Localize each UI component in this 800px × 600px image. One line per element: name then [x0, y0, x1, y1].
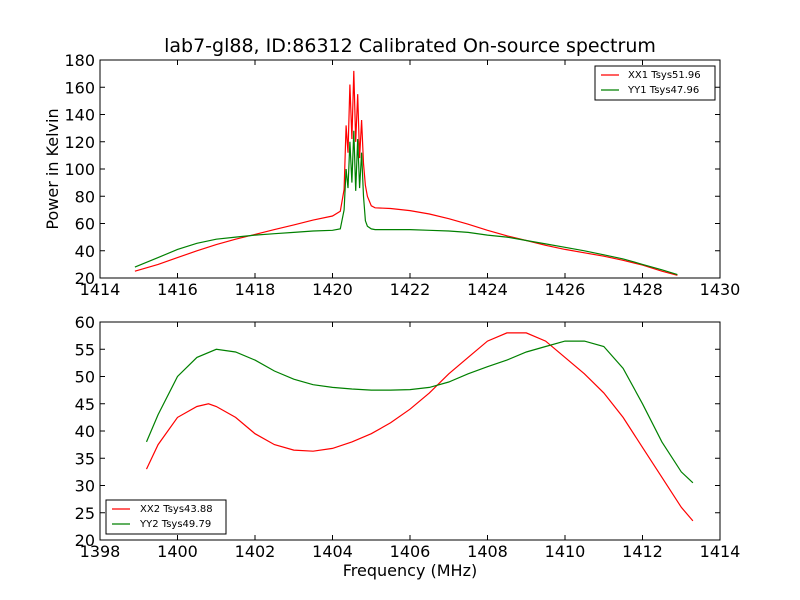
bottom-x-tick-label: 1410	[545, 542, 586, 561]
bottom-x-tick-label: 1404	[312, 542, 353, 561]
bottom-y-tick-label: 60	[75, 313, 95, 332]
bottom-x-ticks: 1398 1400 1402 1404 1406 1408 1410 1412 1414	[80, 322, 741, 561]
top-y-tick-label: 120	[64, 133, 95, 152]
bottom-y-tick-label: 35	[75, 449, 95, 468]
bottom-series-line-2	[145, 340, 694, 484]
top-x-tick-label: 1416	[157, 280, 198, 299]
bottom-y-tick-label: 25	[75, 504, 95, 523]
y-axis-label: Power in Kelvin	[43, 108, 62, 229]
bottom-y-tick-label: 45	[75, 395, 95, 414]
bottom-x-tick-label: 1398	[80, 542, 121, 561]
bottom-x-tick-label: 1400	[157, 542, 198, 561]
top-x-tick-label: 1428	[622, 280, 663, 299]
bottom-legend-label-1: XX2 Tsys43.88	[140, 504, 213, 515]
top-x-tick-label: 1420	[312, 280, 353, 299]
bottom-legend-box	[105, 499, 227, 535]
top-y-tick-label: 60	[75, 215, 95, 234]
bottom-y-tick-label: 30	[75, 477, 95, 496]
bottom-x-tick-label: 1412	[622, 542, 663, 561]
bottom-x-tick-label: 1408	[467, 542, 508, 561]
top-y-tick-label: 20	[75, 269, 95, 288]
bottom-series-layer	[145, 332, 694, 522]
top-series-layer	[134, 70, 678, 276]
top-legend-label-1: XX1 Tsys51.96	[628, 70, 701, 81]
top-y-ticks: 20 40 60 80 100 120 140 160 180	[64, 51, 720, 288]
bottom-legend-label-2: YY2 Tsys49.79	[139, 519, 211, 530]
top-plot-panel: 1414 1416 1418 1420 1422 1424 1426 1428 1430 20 4…	[64, 51, 740, 299]
top-x-tick-label: 1424	[467, 280, 508, 299]
bottom-series-line-1	[145, 332, 694, 522]
top-x-tick-label: 1430	[700, 280, 741, 299]
bottom-plot-panel: 1398 1400 1402 1404 1406 1408 1410 1412 1414 202…	[75, 313, 741, 561]
bottom-y-tick-label: 40	[75, 422, 95, 441]
top-y-tick-label: 100	[64, 160, 95, 179]
top-x-tick-label: 1422	[390, 280, 431, 299]
x-axis-label: Frequency (MHz)	[343, 561, 477, 580]
top-x-tick-label: 1426	[545, 280, 586, 299]
bottom-y-tick-label: 20	[75, 531, 95, 550]
bottom-y-tick-label: 55	[75, 340, 95, 359]
bottom-legend: XX2 Tsys43.88 YY2 Tsys49.79	[105, 499, 227, 535]
bottom-x-tick-label: 1414	[700, 542, 741, 561]
top-x-tick-label: 1418	[235, 280, 276, 299]
top-legend: XX1 Tsys51.96 YY1 Tsys47.96	[594, 65, 716, 101]
top-series-line-1	[134, 70, 678, 276]
top-y-tick-label: 80	[75, 187, 95, 206]
bottom-y-ticks: 20 25 30 35 40 45 50 55 60	[75, 313, 720, 550]
top-y-tick-label: 40	[75, 242, 95, 261]
top-legend-box	[594, 65, 716, 101]
bottom-x-tick-label: 1402	[235, 542, 276, 561]
top-legend-label-2: YY1 Tsys47.96	[627, 85, 699, 96]
chart-title: lab7-gl88, ID:86312 Calibrated On-source…	[164, 35, 656, 57]
top-y-tick-label: 160	[64, 78, 95, 97]
top-y-tick-label: 180	[64, 51, 95, 70]
bottom-x-tick-label: 1406	[390, 542, 431, 561]
top-x-ticks: 1414 1416 1418 1420 1422 1424 1426 1428 1430	[80, 60, 741, 299]
top-x-tick-label: 1414	[80, 280, 121, 299]
top-series-line-2	[134, 130, 678, 276]
top-y-tick-label: 140	[64, 106, 95, 125]
bottom-y-tick-label: 50	[75, 368, 95, 387]
